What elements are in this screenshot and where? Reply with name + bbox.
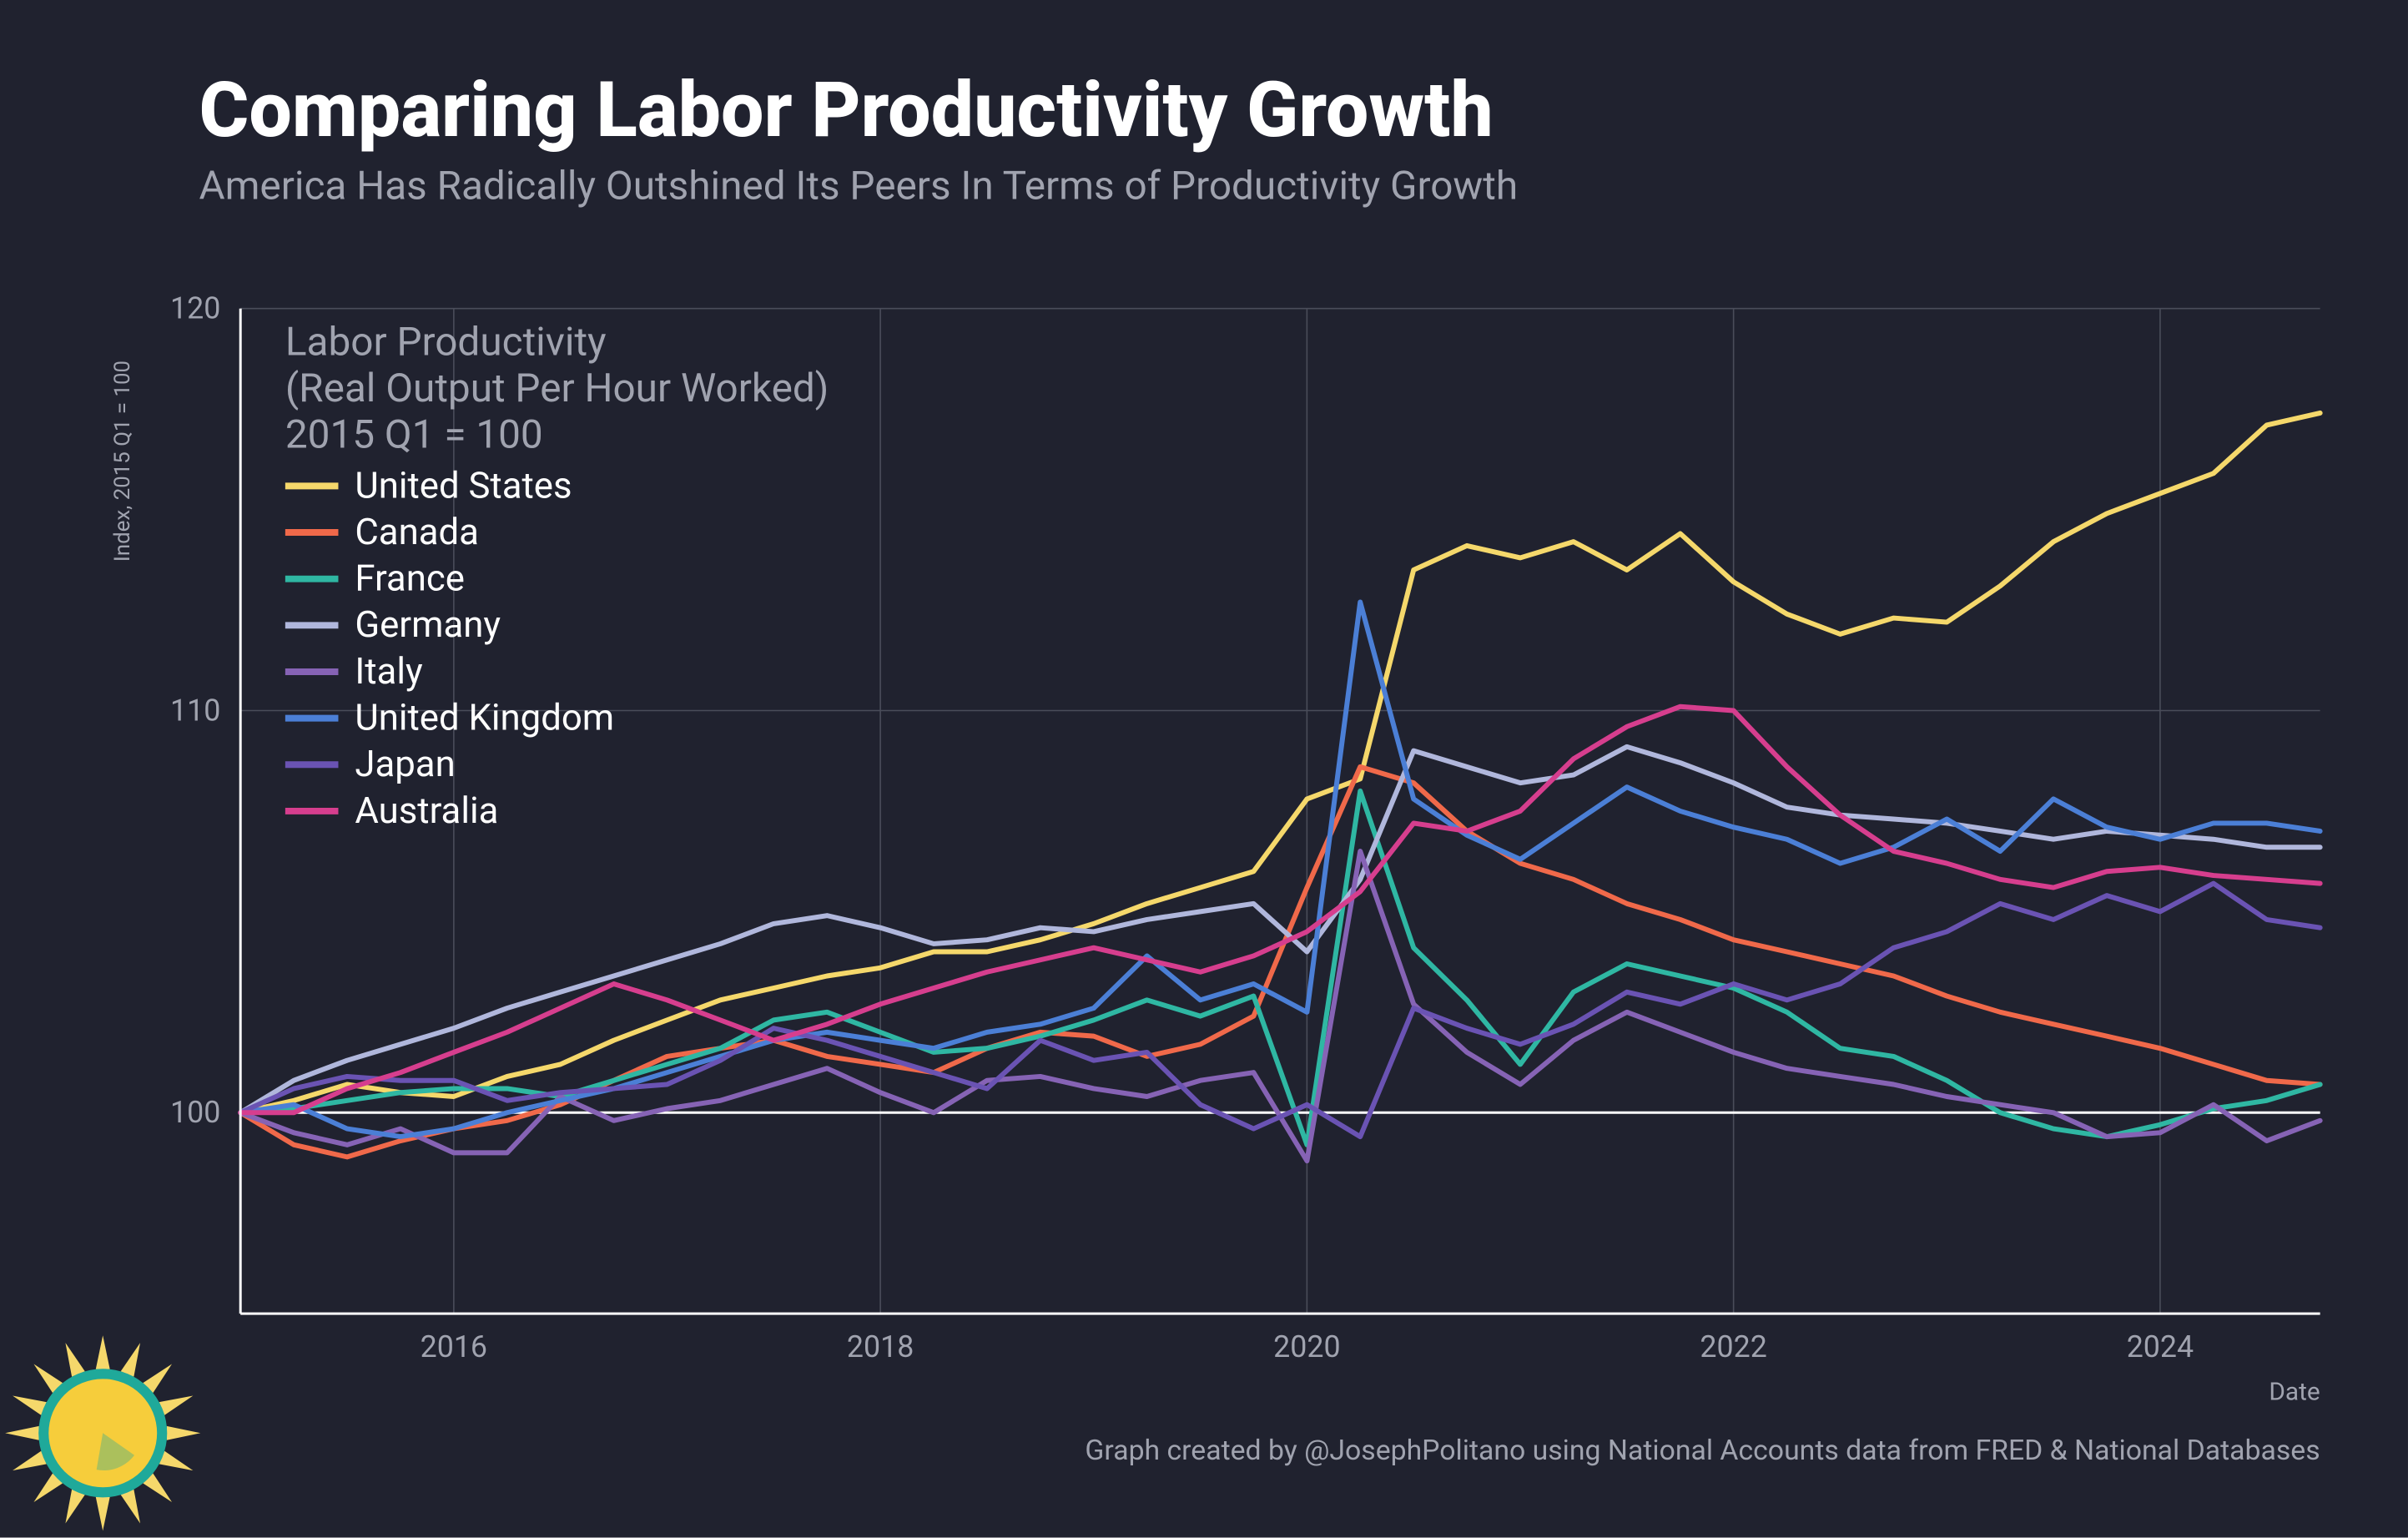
legend-label: Australia bbox=[355, 789, 498, 832]
chart-container: 100 110 120 2016 2018 2020 2022 2024 Comparing L… bbox=[0, 0, 2408, 1538]
x-tick-label: 2022 bbox=[1700, 1329, 1766, 1364]
legend-label: Japan bbox=[355, 742, 455, 785]
x-tick-label: 2020 bbox=[1273, 1329, 1340, 1364]
chart-title: Comparing Labor Productivity Growth bbox=[199, 66, 1494, 155]
y-tick-label: 110 bbox=[170, 693, 220, 728]
x-axis-title: Date bbox=[2269, 1378, 2320, 1407]
logo-icon bbox=[5, 1335, 200, 1530]
y-tick-label: 100 bbox=[170, 1095, 220, 1130]
legend-header-line: Labor Productivity bbox=[285, 318, 607, 365]
chart-svg: 100 110 120 2016 2018 2020 2022 2024 Comparing L… bbox=[0, 0, 2408, 1538]
legend-label: Germany bbox=[355, 603, 501, 646]
chart-credit: Graph created by @JosephPolitano using N… bbox=[1085, 1435, 2320, 1467]
legend-label: France bbox=[355, 557, 465, 600]
legend-label: Canada bbox=[355, 510, 479, 553]
x-tick-label: 2024 bbox=[2127, 1329, 2194, 1364]
x-tick-label: 2016 bbox=[421, 1329, 487, 1364]
legend-header-line: (Real Output Per Hour Worked) bbox=[285, 365, 829, 411]
legend-label: United Kingdom bbox=[355, 696, 614, 739]
chart-subtitle: America Has Radically Outshined Its Peer… bbox=[199, 163, 1519, 209]
legend-label: United States bbox=[355, 463, 572, 507]
x-tick-label: 2018 bbox=[847, 1329, 914, 1364]
legend-header-line: 2015 Q1 = 100 bbox=[285, 411, 543, 458]
y-tick-label: 120 bbox=[170, 291, 220, 326]
legend-label: Italy bbox=[355, 649, 423, 693]
y-axis-title: Index, 2015 Q1 = 100 bbox=[110, 361, 135, 562]
